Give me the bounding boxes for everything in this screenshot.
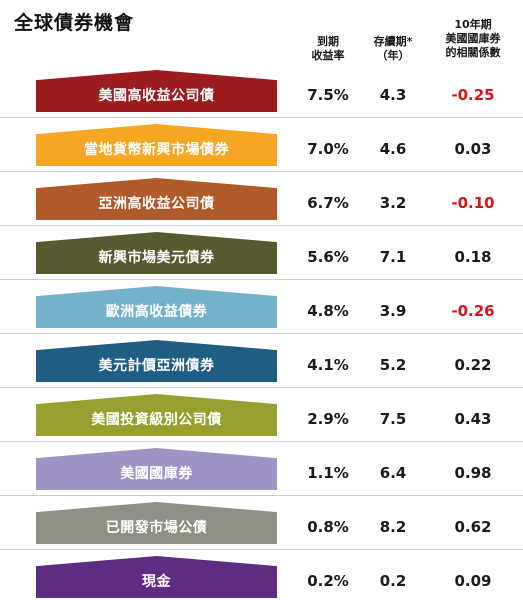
header-duration: 存續期* （年） [362, 35, 424, 63]
header-duration-line-1: 存續期* [373, 35, 413, 48]
category-arrow [36, 70, 277, 112]
table-row: 歐洲高收益債券 4.8% 3.9 -0.26 [0, 283, 523, 329]
category-label: 當地貨幣新興市場債券 [84, 142, 229, 158]
category-arrow [36, 178, 277, 220]
category-label: 美國高收益公司債 [98, 88, 215, 104]
duration-value: 4.3 [379, 86, 407, 104]
row-divider [0, 225, 523, 226]
correlation-value: 0.62 [454, 518, 492, 536]
header-yield: 到期 收益率 [296, 35, 360, 63]
row-divider [0, 333, 523, 334]
table-row: 新興市場美元債券 5.6% 7.1 0.18 [0, 229, 523, 275]
duration-value: 6.4 [379, 464, 407, 482]
row-divider [0, 495, 523, 496]
header-correlation-line-3: 的相關係數 [445, 46, 501, 59]
duration-value: 8.2 [379, 518, 407, 536]
category-arrow [36, 502, 277, 544]
category-arrow [36, 556, 277, 598]
row-divider [0, 387, 523, 388]
yield-value: 5.6% [307, 248, 349, 266]
category-arrow [36, 286, 277, 328]
table-row: 美國國庫券 1.1% 6.4 0.98 [0, 445, 523, 491]
duration-value: 7.5 [379, 410, 407, 428]
duration-value: 4.6 [379, 140, 407, 158]
header-correlation: 10年期 美國國庫券 的相關係數 [428, 18, 518, 60]
yield-value: 7.0% [307, 140, 349, 158]
row-divider [0, 279, 523, 280]
yield-value: 7.5% [307, 86, 349, 104]
yield-value: 0.2% [307, 572, 349, 590]
duration-value: 0.2 [379, 572, 407, 590]
correlation-value: 0.43 [454, 410, 492, 428]
header-duration-line-2: （年） [376, 49, 410, 62]
correlation-value: -0.10 [451, 194, 495, 212]
yield-value: 4.1% [307, 356, 349, 374]
category-label: 美國投資級別公司債 [91, 412, 222, 428]
header-correlation-line-2: 美國國庫券 [445, 32, 501, 45]
category-label: 美國國庫券 [120, 466, 193, 482]
table-row: 已開發市場公債 0.8% 8.2 0.62 [0, 499, 523, 545]
correlation-value: 0.03 [454, 140, 492, 158]
row-divider [0, 549, 523, 550]
row-divider [0, 117, 523, 118]
category-arrow [36, 448, 277, 490]
correlation-value: 0.98 [454, 464, 492, 482]
chart-title: 全球債券機會 [14, 12, 135, 34]
category-label: 已開發市場公債 [105, 520, 208, 536]
yield-value: 6.7% [307, 194, 349, 212]
duration-value: 5.2 [379, 356, 407, 374]
row-divider [0, 441, 523, 442]
yield-value: 4.8% [307, 302, 349, 320]
category-arrow [36, 394, 277, 436]
correlation-value: 0.22 [454, 356, 492, 374]
table-row: 亞洲高收益公司債 6.7% 3.2 -0.10 [0, 175, 523, 221]
duration-value: 7.1 [379, 248, 407, 266]
category-arrow [36, 124, 277, 166]
header-yield-line-2: 收益率 [311, 49, 345, 62]
yield-value: 0.8% [307, 518, 349, 536]
category-arrow [36, 232, 277, 274]
table-row: 美元計價亞洲債券 4.1% 5.2 0.22 [0, 337, 523, 383]
header-yield-line-1: 到期 [317, 35, 339, 48]
header-correlation-line-1: 10年期 [454, 18, 492, 31]
category-arrow [36, 340, 277, 382]
category-label: 亞洲高收益公司債 [98, 196, 215, 212]
table-row: 當地貨幣新興市場債券 7.0% 4.6 0.03 [0, 121, 523, 167]
yield-value: 1.1% [307, 464, 349, 482]
table-row: 美國投資級別公司債 2.9% 7.5 0.43 [0, 391, 523, 437]
correlation-value: 0.18 [454, 248, 492, 266]
duration-value: 3.9 [379, 302, 407, 320]
category-label: 現金 [142, 574, 171, 590]
category-label: 新興市場美元債券 [98, 250, 215, 266]
correlation-value: 0.09 [454, 572, 492, 590]
correlation-value: -0.26 [451, 302, 495, 320]
category-label: 歐洲高收益債券 [105, 304, 208, 320]
table-row: 美國高收益公司債 7.5% 4.3 -0.25 [0, 67, 523, 113]
row-divider [0, 171, 523, 172]
category-label: 美元計價亞洲債券 [98, 358, 215, 374]
yield-value: 2.9% [307, 410, 349, 428]
duration-value: 3.2 [379, 194, 407, 212]
correlation-value: -0.25 [451, 86, 495, 104]
table-row: 現金 0.2% 0.2 0.09 [0, 553, 523, 599]
